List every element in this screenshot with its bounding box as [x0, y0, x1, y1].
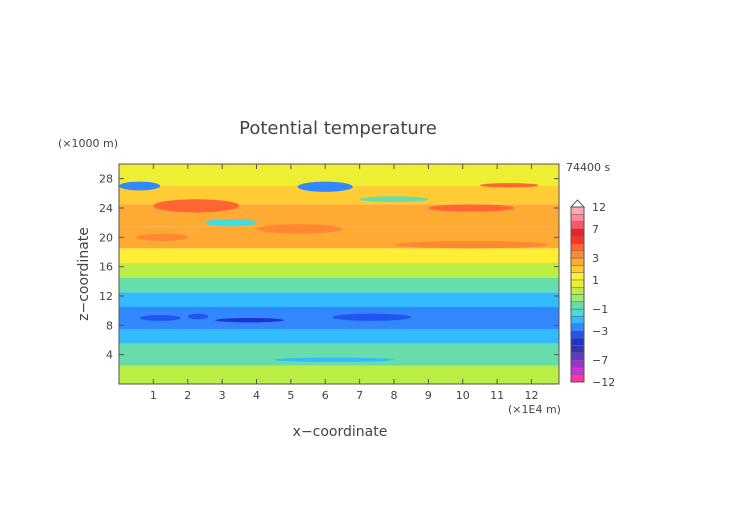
- contour-feature-7: [153, 199, 240, 213]
- x-tick-label-8: 8: [391, 389, 398, 402]
- colorbar-segment-10: [570, 301, 585, 310]
- contour-feature-1: [187, 313, 209, 320]
- colorbar-segment-5: [570, 338, 585, 346]
- colorbar-label-2: 3: [592, 252, 599, 265]
- x-tick-label-4: 4: [253, 389, 260, 402]
- colorbar-segment-15: [570, 265, 585, 273]
- colorbar-segment-11: [570, 294, 585, 303]
- colorbar-label-6: −7: [592, 354, 608, 367]
- x-tick-label-10: 10: [456, 389, 470, 402]
- x-unit-label: (×1E4 m): [508, 403, 561, 416]
- x-tick-label-3: 3: [219, 389, 226, 402]
- contour-feature-14: [479, 183, 539, 188]
- contour-feature-11: [136, 233, 188, 241]
- plot-area: [119, 164, 559, 384]
- colorbar-segment-14: [570, 272, 585, 281]
- contour-feature-6: [297, 181, 353, 192]
- contour-feature-9: [256, 224, 343, 234]
- contour-feature-5: [119, 181, 161, 191]
- colorbar-segment-19: [570, 235, 585, 244]
- colorbar-top-arrow: [569, 199, 586, 208]
- colorbar-segment-16: [570, 257, 585, 266]
- colorbar-label-3: 1: [592, 274, 599, 287]
- chart-title: Potential temperature: [239, 118, 437, 139]
- colorbar-segment-7: [570, 323, 585, 332]
- colorbar-segment-0: [570, 374, 585, 383]
- x-tick-label-1: 1: [150, 389, 157, 402]
- x-axis-ticks: 1 2 3 4 5 6 7 8 9 10 11 12: [150, 164, 539, 402]
- x-tick-label-7: 7: [356, 389, 363, 402]
- contour-band-11: [119, 164, 559, 186]
- colorbar-segment-22: [570, 214, 585, 222]
- contour-feature-4: [273, 357, 394, 362]
- time-label: 74400 s: [566, 161, 610, 174]
- contour-feature-10: [394, 241, 549, 249]
- y-tick-label-20: 20: [99, 231, 113, 244]
- contour-band-0: [119, 365, 559, 384]
- y-axis-label: z−coordinate: [76, 227, 92, 321]
- contour-feature-3: [332, 313, 412, 321]
- colorbar-segment-1: [570, 367, 585, 375]
- x-tick-label-9: 9: [425, 389, 432, 402]
- y-tick-label-8: 8: [106, 319, 113, 332]
- y-axis-ticks: 4 8 12 16 20 24 28: [99, 173, 559, 362]
- x-tick-label-5: 5: [287, 389, 294, 402]
- contour-band-5: [119, 277, 559, 293]
- colorbar-segment-12: [570, 286, 585, 295]
- contour-feature-2: [215, 318, 284, 323]
- contour-band-7: [119, 248, 559, 263]
- y-tick-label-28: 28: [99, 173, 113, 186]
- colorbar-label-4: −1: [592, 303, 608, 316]
- colorbar-segment-8: [570, 316, 585, 324]
- contour-band-1: [119, 343, 559, 366]
- contour-feature-0: [139, 315, 181, 321]
- contour-band-4: [119, 292, 559, 307]
- colorbar: 12 7 3 1 −1 −3 −7 −12: [569, 199, 615, 389]
- x-tick-label-12: 12: [525, 389, 539, 402]
- y-tick-label-16: 16: [99, 261, 113, 274]
- x-tick-label-11: 11: [490, 389, 504, 402]
- colorbar-segment-17: [570, 250, 585, 259]
- colorbar-segment-4: [570, 345, 585, 354]
- colorbar-segment-13: [570, 279, 585, 288]
- contour-feature-13: [359, 196, 429, 203]
- x-axis-label: x−coordinate: [293, 424, 388, 440]
- colorbar-label-7: −12: [592, 376, 615, 389]
- y-tick-label-12: 12: [99, 290, 113, 303]
- contour-band-6: [119, 263, 559, 278]
- colorbar-segment-23: [570, 206, 585, 215]
- plot-frame: [118, 163, 560, 385]
- colorbar-segment-20: [570, 228, 585, 237]
- colorbar-segment-6: [570, 330, 585, 339]
- contour-feature-8: [428, 204, 515, 212]
- colorbar-label-0: 12: [592, 201, 606, 214]
- colorbar-segment-2: [570, 359, 585, 368]
- y-tick-label-24: 24: [99, 202, 113, 215]
- colorbar-segment-9: [570, 308, 585, 317]
- colorbar-segment-21: [570, 221, 585, 230]
- x-tick-label-6: 6: [322, 389, 329, 402]
- x-tick-label-2: 2: [184, 389, 191, 402]
- y-tick-label-4: 4: [106, 349, 113, 362]
- colorbar-segment-18: [570, 243, 585, 251]
- colorbar-label-5: −3: [592, 325, 608, 338]
- contour-band-2: [119, 329, 559, 344]
- colorbar-segment-3: [570, 352, 585, 361]
- contour-band-10: [119, 186, 559, 205]
- colorbar-label-1: 7: [592, 223, 599, 236]
- colorbar-frame: [570, 206, 585, 383]
- y-unit-label: (×1000 m): [58, 137, 118, 150]
- contour-feature-12: [204, 219, 257, 227]
